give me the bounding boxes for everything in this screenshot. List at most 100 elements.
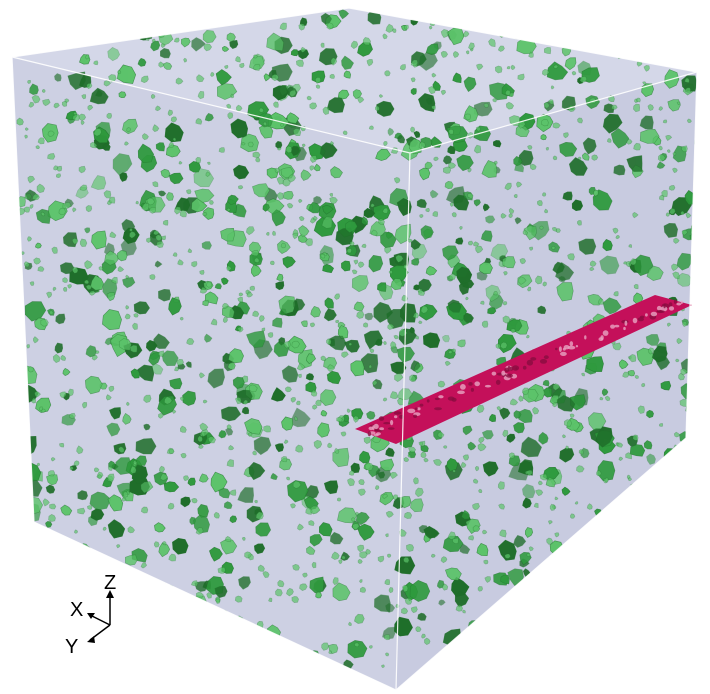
particle (370, 203, 376, 208)
particle (313, 195, 323, 205)
particle (180, 452, 187, 459)
particle (665, 486, 684, 508)
particle (146, 197, 156, 206)
particle (625, 260, 632, 268)
particle (390, 341, 397, 349)
particle (98, 266, 104, 271)
particle (448, 350, 453, 355)
particle (324, 297, 334, 309)
particle (255, 157, 261, 163)
particle (329, 192, 334, 197)
particle (451, 212, 457, 218)
particle (21, 654, 26, 660)
particle (384, 246, 392, 254)
particle (657, 57, 665, 64)
particle (300, 169, 312, 181)
particle (665, 134, 673, 142)
particle (569, 413, 575, 418)
particle (616, 442, 624, 448)
particle (645, 334, 660, 346)
particle (121, 666, 130, 675)
particle (199, 422, 209, 432)
particle (646, 409, 654, 419)
particle (214, 622, 224, 632)
particle (446, 458, 459, 472)
slice-hole (390, 419, 394, 426)
particle (341, 555, 346, 560)
particle (279, 651, 295, 668)
particle (23, 519, 30, 525)
particle (418, 290, 426, 296)
slice-hole (419, 403, 424, 407)
particle (559, 658, 569, 671)
particle (418, 141, 426, 150)
particle (315, 399, 322, 407)
particle (549, 503, 556, 511)
particle (35, 242, 42, 249)
particle (32, 336, 39, 344)
particle (320, 42, 325, 48)
particle (287, 174, 296, 183)
particle (633, 254, 654, 277)
particle (152, 23, 159, 31)
particle (332, 582, 351, 602)
particle (216, 670, 224, 680)
particle (322, 263, 334, 274)
particle (418, 441, 423, 446)
particle (109, 231, 117, 239)
particle (541, 68, 550, 76)
particle (568, 157, 588, 176)
slice-hole (460, 384, 466, 390)
particle (565, 445, 569, 450)
slice-hole (504, 367, 510, 373)
particle (433, 459, 442, 466)
particle (626, 533, 635, 541)
particle (361, 243, 367, 249)
particle (578, 238, 597, 255)
particle (535, 489, 544, 497)
particle (552, 383, 561, 391)
slice-hole (512, 365, 520, 371)
particle (357, 558, 363, 564)
particle (519, 258, 527, 265)
particle (676, 101, 681, 106)
particle (538, 431, 549, 445)
particle (503, 8, 514, 17)
particle (25, 567, 33, 577)
particle (472, 478, 479, 484)
particle (554, 532, 560, 538)
particle (126, 127, 131, 133)
particle (433, 156, 439, 162)
particle (465, 296, 469, 301)
particle (84, 279, 90, 285)
particle (206, 592, 212, 599)
particle (632, 212, 639, 219)
particle (329, 196, 338, 205)
particle (17, 28, 25, 37)
particle (580, 646, 585, 651)
particle (678, 372, 686, 381)
particle (564, 597, 585, 618)
particle (522, 497, 532, 509)
particle (429, 189, 439, 199)
particle (546, 537, 553, 545)
particle (152, 181, 159, 188)
particle (263, 425, 272, 433)
particle (615, 576, 621, 582)
particle (626, 155, 643, 172)
particle (236, 104, 243, 112)
particle (102, 526, 107, 531)
particle (459, 543, 471, 555)
particle (72, 114, 80, 121)
particle (143, 423, 151, 431)
particle (366, 59, 374, 67)
particle (616, 8, 632, 23)
particle (162, 219, 169, 226)
particle (167, 109, 174, 117)
particle (569, 513, 576, 519)
particle (571, 70, 577, 76)
slice-hole (656, 310, 665, 313)
slice-hole (539, 359, 548, 364)
particle (397, 388, 413, 401)
